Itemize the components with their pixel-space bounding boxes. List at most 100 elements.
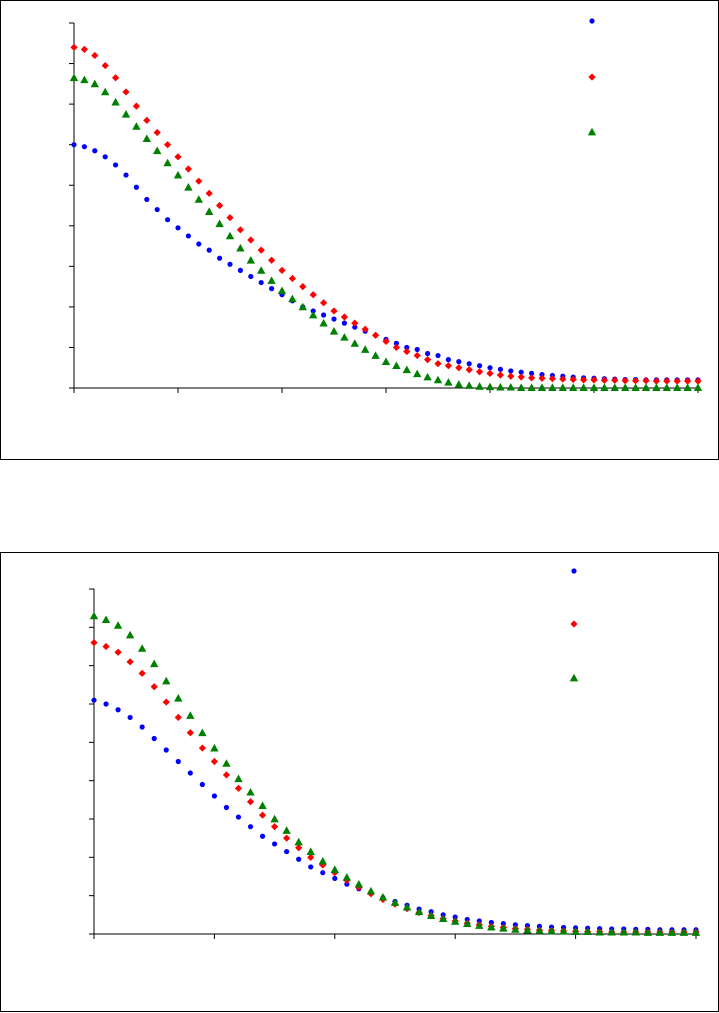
series-2-point [271,823,279,831]
series-3-point [579,383,588,391]
series-3-point [621,383,630,391]
chart-1-plot [69,18,703,393]
series-3-point [371,351,380,359]
series-3-point [426,911,436,919]
series-1-point [206,247,212,253]
series-1-point [414,346,420,353]
series-2-point [195,177,203,185]
chart-1 [0,0,719,460]
series-3-point [342,873,352,881]
series-3-point [89,611,99,620]
series-2-point [307,853,315,861]
series-3-point [523,925,532,934]
series-3-point [444,378,453,386]
series-3-point [350,339,359,347]
series-2-point [299,283,307,291]
series-1-point [539,372,545,378]
series-2-point [351,319,359,327]
series-2-point [434,360,442,368]
series-3-point [527,383,536,391]
series-3-point [499,924,508,932]
series-1-point [321,312,327,318]
series-2-point [569,375,577,384]
series-1-point [175,225,181,231]
series-2-point [132,102,140,110]
series-3-point [132,122,141,130]
series-1-point [536,923,543,929]
series-1-point [115,707,121,713]
series-1-point [435,352,441,359]
series-3-point [506,382,515,391]
series-3-point [246,787,255,796]
series-2-point [528,374,536,382]
series-3-point [679,928,689,936]
series-2-point [288,274,296,283]
series-3-point [433,375,443,384]
series-2-point [382,337,390,345]
series-1-point [476,918,482,924]
series-2-point [198,744,206,752]
series-3-point [631,383,640,391]
series-3-point [90,79,99,88]
series-1-point [81,144,87,150]
series-1-point [518,369,524,375]
series-1-point [477,363,483,369]
series-3-point [319,318,328,327]
series-3-point [583,927,592,936]
series-3-point [610,383,619,391]
series-2-point [122,88,130,96]
series-1-point [133,184,139,190]
series-1-point [227,261,233,267]
series-3-point [246,256,255,264]
series-3-point [215,219,224,228]
series-3-point [330,865,339,873]
series-3-point [413,369,422,378]
series-3-point [475,921,484,929]
series-3-point [69,73,79,82]
series-2-point [247,236,255,244]
series-1-point [185,233,191,239]
series-1-point [71,142,77,148]
series-3-point [298,302,307,311]
series-3-point [340,333,349,341]
series-3-point [423,372,432,381]
series-2-point [372,331,380,339]
series-3-point [683,383,692,391]
series-1-point [187,770,193,776]
series-2-point [234,784,243,792]
series-2-point [91,51,99,60]
series-3-point [282,826,291,834]
series-2-point [70,43,78,51]
series-1-point [175,758,181,765]
series-2-point [205,189,213,197]
series-2-point [663,377,671,385]
series-1-point [320,870,326,876]
series-3-point [210,743,219,752]
series-3-point [652,383,661,391]
series-1-point [102,154,108,160]
series-3-point [569,383,578,391]
series-3-point [270,814,279,823]
series-1-point [500,921,506,927]
series-1-point [341,320,347,326]
series-3-point [547,926,556,935]
series-3-point [80,75,89,84]
legend-marker-3 [587,127,597,136]
series-2-point [444,362,452,370]
series-2-point [114,648,122,656]
series-1-point [92,148,98,154]
series-3-point [451,917,460,925]
series-1-point [488,919,494,926]
series-1-point [217,255,223,261]
series-3-point [487,922,496,931]
series-3-point [153,146,162,155]
series-2-point [138,669,146,677]
series-3-point [600,383,609,391]
series-1-point [259,833,266,839]
series-3-point [329,327,339,335]
series-3-point [662,383,671,391]
series-3-point [150,659,159,668]
series-3-point [111,97,120,106]
series-1-point [211,793,217,799]
series-3-point [693,383,703,391]
